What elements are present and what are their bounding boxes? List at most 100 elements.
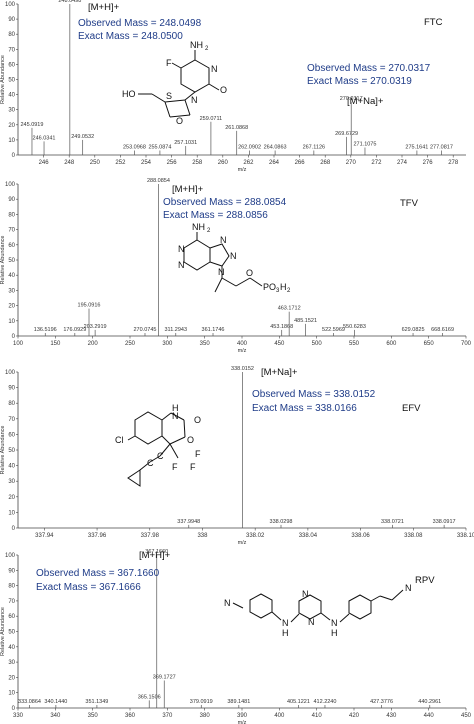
ftc-observed-mass-248: Observed Mass = 248.0498 — [78, 18, 202, 29]
rpv-y-tick-label: 20 — [8, 675, 15, 681]
ftc-ion-label: [M+H]+ — [88, 2, 120, 13]
tfv-exact-mass: Exact Mass = 288.0856 — [163, 210, 268, 221]
tfv-n5: N — [218, 267, 225, 277]
efv-x-axis-label: m/z — [238, 540, 247, 546]
tfv-y-tick-label: 70 — [8, 228, 15, 234]
tfv-y-tick-label: 60 — [8, 243, 15, 249]
ftc-x-tick-label: 264 — [269, 160, 280, 166]
tfv-observed-mass: Observed Mass = 288.0854 — [163, 197, 287, 208]
rpv-x-tick-label: 400 — [274, 713, 285, 719]
rpv-y-tick-label: 80 — [8, 584, 15, 590]
rpv-n-left: N — [224, 598, 231, 608]
tfv-n3: N — [220, 235, 227, 245]
ftc-x-tick-label: 258 — [192, 160, 203, 166]
tfv-peak-label: 288.0854 — [147, 178, 170, 184]
ftc-exact-mass-270: Exact Mass = 270.0319 — [307, 76, 412, 87]
tfv-peak-label: 453.1868 — [270, 324, 293, 330]
ftc-y-tick-label: 90 — [8, 17, 15, 23]
ftc-peak-label: 267.1126 — [303, 144, 326, 150]
rpv-peak-label: 389.1481 — [227, 699, 250, 705]
tfv-po3-sub3: 2 — [287, 288, 291, 294]
rpv-y-tick-label: 40 — [8, 645, 15, 651]
rpv-y-tick-label: 50 — [8, 630, 15, 636]
rpv-peak-label: 333.0864 — [18, 699, 41, 705]
rpv-compound-name: RPV — [415, 575, 435, 586]
efv-o2: O — [187, 435, 194, 445]
ftc-n1: N — [211, 64, 218, 74]
ftc-peak-label: 246.0341 — [33, 135, 56, 141]
rpv-n-link1: N — [282, 618, 289, 628]
efv-spectrum-panel: 0 10 20 30 40 50 60 70 80 90 100 337.94 337.96 337.98… — [0, 366, 474, 546]
efv-x-tick-label: 337.98 — [141, 533, 160, 539]
ftc-exact-mass-248: Exact Mass = 248.0500 — [78, 31, 183, 42]
rpv-x-tick-label: 430 — [386, 713, 397, 719]
ftc-na-ion-label: [M+Na]+ — [347, 96, 384, 107]
efv-o1: O — [194, 415, 201, 425]
tfv-structure — [183, 232, 263, 293]
rpv-x-tick-label: 450 — [461, 713, 472, 719]
ftc-y-tick-label: 80 — [8, 32, 15, 38]
ftc-x-tick-label: 250 — [90, 160, 101, 166]
efv-ion-label: [M+Na]+ — [261, 367, 298, 378]
tfv-x-tick-label: 350 — [200, 341, 211, 347]
tfv-x-tick-label: 100 — [13, 341, 24, 347]
ftc-peak-label: 261.0868 — [225, 125, 248, 131]
ftc-spectrum-panel: 0 10 20 30 40 50 60 70 80 90 100 246 248 250 252 254 256… — [0, 0, 466, 173]
rpv-exact-mass: Exact Mass = 367.1666 — [36, 582, 141, 593]
tfv-y-tick-label: 0 — [12, 334, 16, 340]
efv-f1: F — [195, 449, 201, 459]
tfv-y-tick-label: 30 — [8, 288, 15, 294]
tfv-peak-label: 361.1746 — [202, 327, 225, 333]
tfv-peak-label: 668.6169 — [431, 327, 454, 333]
rpv-ion-label: [M+H]+ — [139, 550, 171, 561]
rpv-peak-label: 427.3776 — [370, 699, 393, 705]
efv-y-tick-label: 50 — [8, 448, 15, 454]
tfv-po3-sub1: 3 — [276, 288, 280, 294]
tfv-nh2: NH — [192, 222, 205, 232]
efv-c2: C — [147, 458, 154, 468]
ftc-observed-mass-270: Observed Mass = 270.0317 — [307, 63, 431, 74]
efv-peak-label: 338.0917 — [433, 519, 456, 525]
rpv-y-tick-label: 30 — [8, 660, 15, 666]
efv-cl: Cl — [115, 435, 124, 445]
ftc-peak-label: 249.0532 — [71, 134, 94, 140]
rpv-x-tick-label: 350 — [88, 713, 99, 719]
tfv-x-tick-label: 300 — [162, 341, 173, 347]
efv-x-tick-label: 337.96 — [88, 533, 107, 539]
efv-f3: F — [190, 462, 196, 472]
rpv-x-tick-label: 340 — [50, 713, 61, 719]
efv-peak-label: 338.0298 — [270, 519, 293, 525]
tfv-compound-name: TFV — [400, 198, 419, 209]
ftc-n2: N — [191, 95, 198, 105]
tfv-x-tick-label: 450 — [274, 341, 285, 347]
ftc-peak-label: 277.0817 — [430, 144, 453, 150]
ftc-peak-label: 262.0902 — [238, 144, 261, 150]
tfv-y-tick-label: 90 — [8, 197, 15, 203]
tfv-peak-label: 270.0745 — [134, 327, 157, 333]
ftc-peak-label: 264.0863 — [264, 144, 287, 150]
tfv-x-tick-label: 500 — [312, 341, 323, 347]
rpv-y-tick-label: 60 — [8, 614, 15, 620]
efv-y-tick-label: 60 — [8, 432, 15, 438]
tfv-peak-label: 485.1521 — [294, 318, 317, 324]
efv-y-tick-label: 70 — [8, 417, 15, 423]
rpv-y-axis-label: Relative Abundance — [0, 607, 6, 656]
efv-peak-label: 338.0152 — [231, 366, 254, 372]
tfv-n1: N — [178, 244, 185, 254]
ftc-o1: O — [220, 85, 227, 95]
tfv-nh2-sub: 2 — [207, 228, 211, 234]
rpv-y-tick-label: 90 — [8, 568, 15, 574]
efv-x-tick-label: 338 — [197, 533, 208, 539]
ftc-y-tick-label: 70 — [8, 47, 15, 53]
rpv-h2: H — [331, 628, 338, 638]
ftc-peak-label: 269.6729 — [335, 131, 358, 137]
ftc-compound-name: FTC — [424, 17, 443, 28]
ftc-peak-label: 257.1031 — [174, 140, 197, 146]
ftc-s: S — [166, 91, 172, 101]
rpv-x-axis-label: m/z — [238, 720, 247, 724]
ftc-x-tick-label: 274 — [397, 160, 408, 166]
tfv-y-tick-label: 10 — [8, 319, 15, 325]
ftc-y-tick-label: 10 — [8, 138, 15, 144]
